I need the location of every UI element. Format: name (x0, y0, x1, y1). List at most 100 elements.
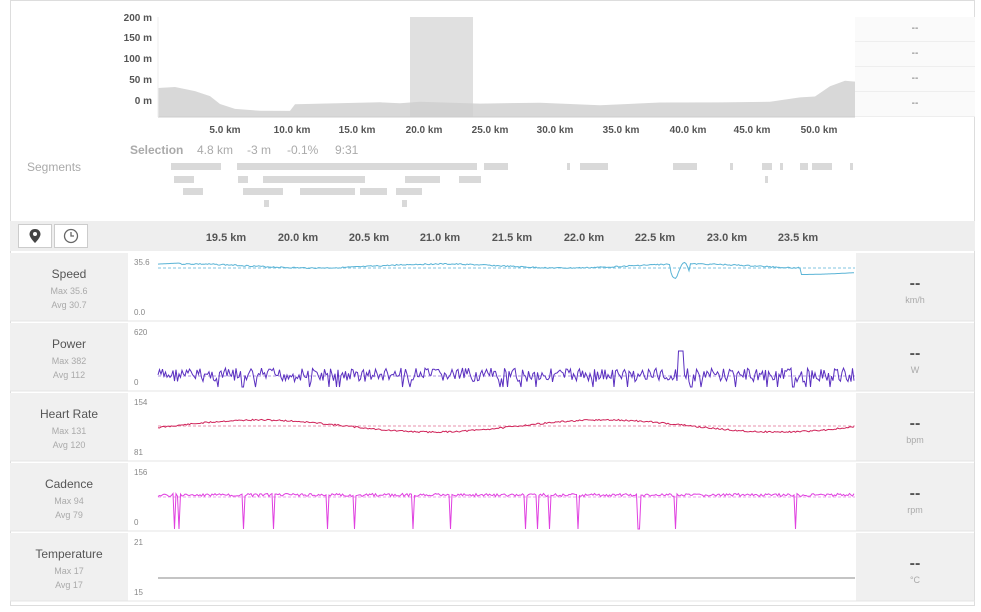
metric-label-1: Power Max 382 Avg 112 (10, 323, 128, 391)
segment-bar[interactable] (402, 200, 407, 207)
chart-toolbar (10, 221, 975, 251)
selection-elevation: -3 m (247, 143, 271, 157)
metric-avg: Avg 120 (52, 440, 86, 450)
elevation-x-tick: 20.0 km (406, 125, 443, 136)
metric-max: Max 35.6 (50, 286, 88, 296)
metric-current-4: -- °C (856, 533, 974, 601)
segment-bar[interactable] (243, 188, 283, 195)
metric-unit: W (910, 365, 920, 375)
metric-unit: km/h (905, 295, 925, 305)
metric-max: Max 17 (54, 566, 84, 576)
zoom-x-tick: 21.0 km (419, 232, 461, 244)
selection-highlight[interactable] (410, 17, 473, 117)
segment-bar[interactable] (850, 163, 853, 170)
time-view-button[interactable] (54, 224, 88, 248)
segment-bar[interactable] (263, 176, 365, 183)
segment-bar[interactable] (405, 176, 440, 183)
segment-bar[interactable] (730, 163, 733, 170)
segment-bar[interactable] (264, 200, 269, 207)
elevation-side-value: -- (855, 17, 975, 42)
metric-axis-top: 21 (134, 538, 143, 547)
elevation-x-tick: 10.0 km (274, 125, 311, 136)
metric-axis-top: 154 (134, 398, 148, 407)
metric-name: Power (51, 337, 86, 351)
segment-bar[interactable] (183, 188, 203, 195)
elevation-x-tick: 25.0 km (472, 125, 509, 136)
metric-avg: Avg 30.7 (51, 300, 87, 310)
selection-grade: -0.1% (287, 143, 319, 157)
zoom-x-tick: 21.5 km (491, 232, 533, 244)
selection-time: 9:31 (335, 143, 359, 157)
selection-distance: 4.8 km (197, 143, 234, 157)
segment-bar[interactable] (459, 176, 481, 183)
elevation-y-tick: 150 m (124, 33, 152, 44)
segment-bar[interactable] (300, 188, 355, 195)
zoom-x-tick: 22.5 km (634, 232, 676, 244)
metric-avg: Avg 112 (52, 370, 86, 380)
segment-bar[interactable] (396, 188, 422, 195)
segment-bar[interactable] (800, 163, 808, 170)
metric-axis-bottom: 15 (134, 588, 143, 597)
elevation-y-tick: 200 m (124, 13, 152, 24)
metric-axis-top: 620 (134, 328, 148, 337)
segment-bar[interactable] (765, 176, 768, 183)
segment-bar[interactable] (174, 176, 194, 183)
metric-label-4: Temperature Max 17 Avg 17 (10, 533, 128, 601)
elevation-side-value: -- (855, 67, 975, 92)
metric-axis-top: 35.6 (134, 258, 150, 267)
map-pin-icon (29, 229, 41, 243)
metric-axis-bottom: 81 (134, 448, 143, 457)
metric-value: -- (909, 345, 921, 362)
segment-bar[interactable] (673, 163, 697, 170)
metric-name: Speed (51, 267, 87, 281)
elevation-x-tick: 40.0 km (670, 125, 707, 136)
metric-current-2: -- bpm (856, 393, 974, 461)
segment-bar[interactable] (360, 188, 387, 195)
elevation-x-tick: 30.0 km (537, 125, 574, 136)
segments-title: Segments (27, 160, 82, 174)
metric-name: Temperature (35, 547, 103, 561)
metric-axis-bottom: 0 (134, 378, 139, 387)
zoom-x-tick: 19.5 km (205, 232, 247, 244)
elevation-x-tick: 5.0 km (209, 125, 240, 136)
metric-current-3: -- rpm (856, 463, 974, 531)
segment-bar[interactable] (237, 163, 477, 170)
metric-avg: Avg 17 (55, 580, 83, 590)
elevation-x-tick: 45.0 km (734, 125, 771, 136)
elevation-x-tick: 15.0 km (339, 125, 376, 136)
metric-max: Max 131 (51, 426, 87, 436)
metric-unit: rpm (907, 505, 923, 515)
metric-axis-top: 156 (134, 468, 148, 477)
segment-bar[interactable] (762, 163, 772, 170)
clock-icon (63, 228, 79, 244)
metric-label-3: Cadence Max 94 Avg 79 (10, 463, 128, 531)
zoom-x-tick: 22.0 km (563, 232, 605, 244)
metric-name: Cadence (44, 477, 94, 491)
segment-bar[interactable] (567, 163, 570, 170)
elevation-y-tick: 0 m (135, 96, 152, 107)
metric-value: -- (909, 275, 921, 292)
metric-label-2: Heart Rate Max 131 Avg 120 (10, 393, 128, 461)
segment-bar[interactable] (580, 163, 608, 170)
segment-bar[interactable] (812, 163, 832, 170)
metric-current-1: -- W (856, 323, 974, 391)
metric-axis-bottom: 0.0 (134, 308, 146, 317)
metric-value: -- (909, 555, 921, 572)
elevation-side-value: -- (855, 92, 975, 117)
metric-value: -- (909, 415, 921, 432)
segment-bar[interactable] (484, 163, 508, 170)
metric-avg: Avg 79 (55, 510, 83, 520)
map-view-button[interactable] (18, 224, 52, 248)
elevation-y-tick: 100 m (124, 54, 152, 65)
metric-current-0: -- km/h (856, 253, 974, 321)
segment-bar[interactable] (238, 176, 248, 183)
elevation-profile-chart[interactable]: 200 m 150 m 100 m 50 m 0 m 5.0 km 10.0 km 15.0… (0, 0, 981, 140)
metric-max: Max 94 (54, 496, 84, 506)
segment-bar[interactable] (171, 163, 221, 170)
elevation-side-value: -- (855, 42, 975, 67)
metric-unit: bpm (906, 435, 924, 445)
zoom-x-tick: 20.5 km (348, 232, 390, 244)
segment-bar[interactable] (780, 163, 783, 170)
zoom-x-tick: 23.5 km (777, 232, 819, 244)
metric-max: Max 382 (51, 356, 87, 366)
